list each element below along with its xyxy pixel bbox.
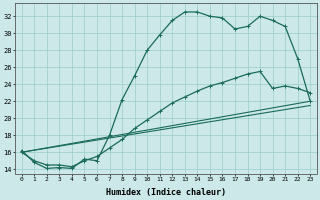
X-axis label: Humidex (Indice chaleur): Humidex (Indice chaleur)	[106, 188, 226, 197]
